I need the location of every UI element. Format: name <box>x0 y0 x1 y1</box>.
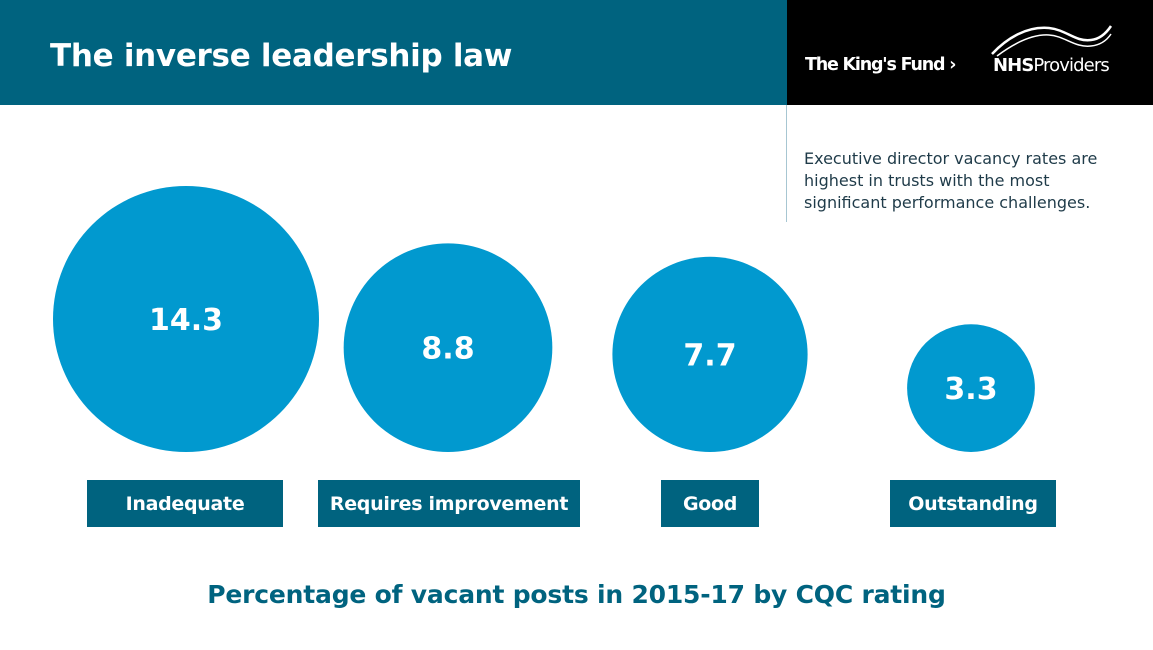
category-label-inadequate: Inadequate <box>87 480 283 527</box>
bubble-inadequate <box>53 186 319 452</box>
logo-bar: The King's Fund › NHSProviders <box>787 0 1153 105</box>
kings-fund-logo-text: The King's Fund <box>805 55 945 75</box>
divider <box>786 105 787 222</box>
data-label: 7.7 <box>683 338 736 373</box>
chart-subtitle: Executive director vacancy rates are hig… <box>804 149 1098 212</box>
category-label-requires-improvement: Requires improvement <box>318 480 580 527</box>
data-label: 14.3 <box>149 303 223 338</box>
chevron-right-icon: › <box>944 55 956 75</box>
page-title: The inverse leadership law <box>50 38 513 74</box>
bubble-outstanding <box>907 324 1035 452</box>
nhs-providers-swoosh-icon <box>991 25 1113 57</box>
nhs-providers-logo: NHSProviders <box>993 55 1110 76</box>
data-label: 8.8 <box>421 332 474 367</box>
bubble-good <box>612 256 808 453</box>
x-axis-label: Percentage of vacant posts in 2015-17 by… <box>207 580 946 609</box>
category-label-good: Good <box>661 480 759 527</box>
data-label: 3.3 <box>944 372 997 407</box>
title-banner: The inverse leadership law <box>0 0 787 105</box>
nhs-logo-text: NHS <box>993 55 1034 76</box>
category-label-outstanding: Outstanding <box>890 480 1056 527</box>
providers-logo-text: Providers <box>1033 55 1109 76</box>
bubble-requires-improvement <box>343 243 553 452</box>
kings-fund-logo: The King's Fund › <box>805 55 956 75</box>
